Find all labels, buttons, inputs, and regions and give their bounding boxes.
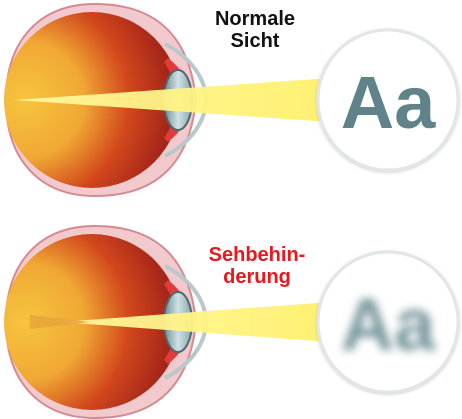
label-normal-line-1: Normale [214, 8, 296, 30]
chart-circle [316, 28, 460, 172]
impaired-vision-row: Aa [4, 224, 460, 419]
label-normal-vision: Normale Sicht [196, 8, 314, 53]
chart-letters: Aa [341, 61, 436, 144]
label-impaired-vision: Sehbehin- derung [196, 244, 318, 289]
normal-vision-row: Aa [4, 2, 460, 198]
light-beam [14, 78, 330, 122]
label-impaired-line-1: Sehbehin- [208, 244, 306, 266]
chart-letters-blurred: Aa [341, 283, 436, 366]
chart-circle [316, 250, 460, 394]
reading-chart-icon: Aa [316, 28, 460, 172]
label-normal-line-2: Sicht [230, 30, 280, 53]
label-impaired-line-2: derung [223, 266, 291, 289]
light-beam [60, 302, 330, 342]
reading-chart-icon: Aa [316, 250, 460, 394]
light-beam-crossing [30, 315, 90, 329]
